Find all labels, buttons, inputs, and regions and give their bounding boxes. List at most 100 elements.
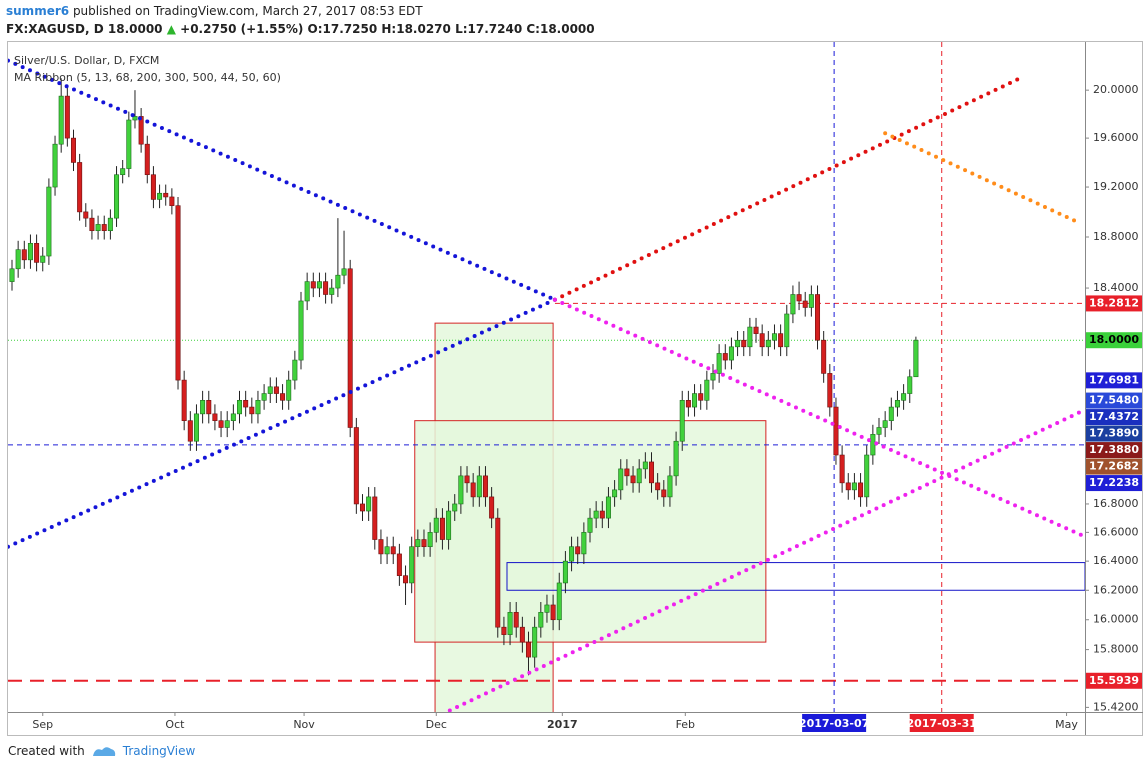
candle-body: [894, 399, 900, 408]
candle-body: [9, 268, 15, 282]
candle-body: [550, 604, 556, 621]
price-label: 18.0000: [1089, 333, 1139, 346]
price-box: [1086, 392, 1142, 409]
candle-body: [913, 339, 919, 378]
candle-body: [89, 217, 95, 232]
candle-body: [661, 489, 667, 498]
candle-body: [827, 373, 833, 408]
candle-body: [452, 503, 458, 512]
candle-body: [612, 489, 618, 498]
candle-body: [864, 454, 870, 498]
candle-body: [833, 406, 839, 456]
footer: Created with TradingView: [8, 744, 195, 758]
x-tick-label: Oct: [165, 718, 185, 731]
candle-body: [692, 393, 698, 408]
y-tick-label: 16.0000: [1093, 613, 1139, 626]
candle-body: [538, 612, 544, 628]
candle-body: [593, 510, 599, 519]
created-with: Created with: [8, 744, 85, 758]
candle-body: [212, 413, 218, 421]
candle-body: [569, 546, 575, 562]
candle-body: [513, 612, 519, 628]
candle-body: [267, 386, 273, 394]
candle-body: [120, 168, 126, 176]
price-box: [1086, 458, 1142, 475]
trendline: [552, 297, 1085, 539]
open: O:17.7250: [307, 22, 378, 36]
trendline: [883, 131, 1077, 223]
candle-body: [698, 393, 704, 401]
y-tick-label: 16.8000: [1093, 497, 1139, 510]
candle-body: [901, 393, 907, 401]
candle-body: [685, 399, 691, 408]
price-label: 17.2238: [1089, 476, 1139, 489]
candle-body: [427, 532, 433, 548]
trendline: [552, 76, 1022, 302]
price-label: 15.5939: [1089, 674, 1139, 687]
candle-body: [667, 475, 673, 498]
publisher[interactable]: summer6: [6, 4, 70, 18]
price-label: 17.3880: [1089, 443, 1139, 456]
candle-body: [599, 510, 605, 519]
candle-body: [206, 399, 212, 415]
candle-body: [765, 339, 771, 348]
candle-body: [132, 116, 138, 121]
candle-body: [316, 281, 322, 289]
candle-body: [876, 427, 882, 435]
candle-body: [138, 116, 144, 145]
y-tick-label: 16.4000: [1093, 554, 1139, 567]
price-box: [1086, 425, 1142, 442]
candle-body: [286, 379, 292, 401]
x-tick-label: 2017: [547, 718, 578, 731]
candle-body: [126, 119, 132, 169]
high: H:18.0270: [381, 22, 451, 36]
y-tick-label: 20.0000: [1093, 83, 1139, 96]
x-tick-label: Dec: [426, 718, 447, 731]
candle-body: [107, 217, 113, 232]
up-arrow: ▲: [166, 22, 176, 36]
candle-body: [790, 294, 796, 315]
candle-body: [642, 461, 648, 470]
candle-body: [476, 475, 482, 498]
candle-body: [157, 192, 163, 200]
candle-body: [181, 379, 187, 421]
candle-body: [280, 393, 286, 401]
candle-body: [470, 482, 476, 498]
brand[interactable]: TradingView: [122, 744, 196, 758]
candle-body: [243, 399, 249, 408]
candle-body: [175, 205, 181, 381]
date-box: [909, 714, 974, 732]
candle-body: [648, 461, 654, 484]
candle-body: [858, 482, 864, 498]
candle-body: [907, 376, 913, 394]
candle-body: [347, 268, 353, 428]
price-label: 17.4372: [1089, 410, 1139, 423]
candle-body: [366, 496, 372, 512]
candle-body: [384, 546, 390, 555]
last-price: 18.0000: [107, 22, 163, 36]
candle-body: [34, 243, 40, 263]
trendline: [8, 58, 557, 302]
candle-body: [46, 186, 52, 257]
x-tick-label: Feb: [676, 718, 695, 731]
symbol: FX:XAGUSD, D: [6, 22, 104, 36]
candle-body: [839, 454, 845, 484]
candle-body: [114, 174, 120, 219]
candle-body: [722, 353, 728, 361]
y-tick-label: 18.8000: [1093, 230, 1139, 243]
x-tick-label: Nov: [293, 718, 315, 731]
candle-body: [562, 560, 568, 584]
candle-body: [193, 413, 199, 442]
candle-body: [501, 626, 507, 635]
candle-body: [261, 393, 267, 401]
x-tick-label: May: [1055, 718, 1078, 731]
candle-body: [415, 539, 421, 548]
candle-body: [802, 300, 808, 308]
candle-body: [77, 162, 83, 213]
candle-body: [378, 539, 384, 555]
candle-body: [298, 300, 304, 361]
candle-body: [15, 249, 21, 270]
price-label: 17.3890: [1089, 427, 1139, 440]
candle-body: [888, 406, 894, 421]
